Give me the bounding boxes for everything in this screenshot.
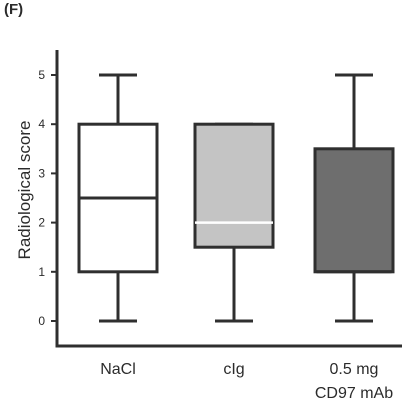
- x-tick-label: CD97 mAb: [315, 385, 393, 402]
- y-tick-label: 5: [38, 68, 45, 82]
- y-tick-label: 3: [38, 166, 45, 180]
- y-tick-label: 1: [38, 265, 45, 279]
- y-tick-label: 4: [38, 117, 45, 131]
- x-tick-label: 0.5 mg: [330, 361, 379, 378]
- y-axis-label: Radiological score: [15, 121, 34, 260]
- x-tick-label: cIg: [223, 361, 244, 378]
- x-tick-label: NaCl: [100, 361, 136, 378]
- panel-label: (F): [4, 1, 23, 18]
- y-tick-label: 2: [38, 216, 45, 230]
- iqr-box: [313, 147, 395, 274]
- iqr-box: [193, 122, 275, 249]
- y-tick-label: 0: [38, 314, 45, 328]
